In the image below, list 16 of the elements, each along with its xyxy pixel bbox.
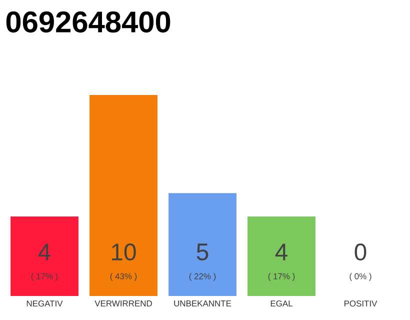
annotation: 5	[196, 244, 208, 260]
data-label: ( 17% )	[31, 273, 58, 281]
data-label: ( 17% )	[268, 273, 295, 281]
annotation: 10	[112, 244, 136, 260]
x-tick-label: VERWIRREND	[94, 300, 152, 306]
data-label: ( 43% )	[110, 273, 137, 281]
annotation: 0	[354, 244, 366, 260]
x-tick-label: UNBEKANNTE	[174, 300, 232, 306]
chart-title: 0692648400	[6, 11, 170, 33]
annotation: 4	[38, 244, 50, 260]
x-tick-label: EGAL	[270, 300, 293, 307]
data-label: ( 22% )	[189, 273, 216, 281]
annotation: 4	[275, 244, 288, 260]
x-tick-label: NEGATIV	[26, 300, 63, 307]
data-label: ( 0% )	[350, 273, 372, 281]
x-tick-label: POSITIV	[344, 300, 378, 307]
